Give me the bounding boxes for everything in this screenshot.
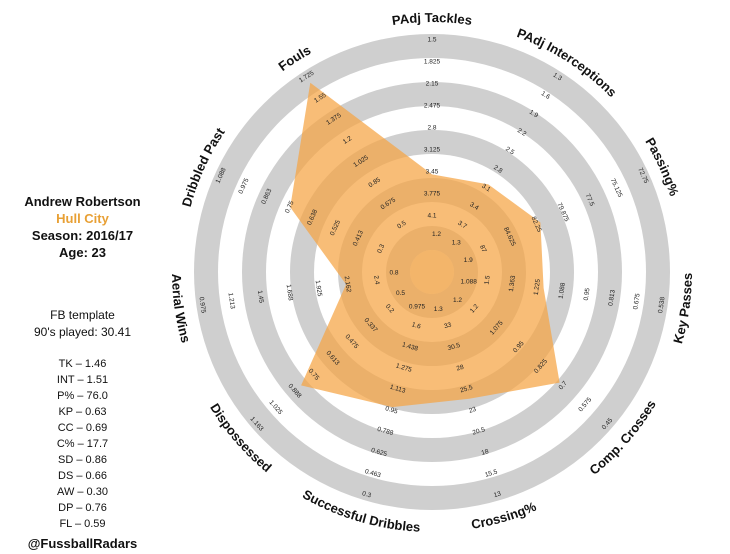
stat-line: KP – 0.63 — [58, 406, 107, 418]
tick-label: 1.688 — [285, 284, 294, 301]
tick-label: 0.463 — [364, 468, 382, 479]
tick-label: 1.9 — [528, 109, 540, 120]
tick-label: 13 — [493, 490, 502, 499]
tick-label: 1.5 — [427, 37, 436, 44]
tick-label: 0.788 — [376, 426, 394, 437]
tick-label: 1.825 — [424, 59, 441, 66]
center-disc — [410, 250, 454, 294]
season: Season: 2016/17 — [31, 228, 134, 243]
stat-line: INT – 1.51 — [56, 374, 109, 386]
credit: @FussballRadars — [27, 536, 138, 551]
tick-label: 0.975 — [409, 304, 426, 311]
tick-label: 1.925 — [314, 280, 323, 297]
tick-label: 0.2 — [384, 303, 395, 315]
tick-label: 1.438 — [401, 341, 419, 352]
stat-line: CC – 0.69 — [57, 422, 108, 434]
tick-label: 25.5 — [459, 384, 473, 394]
tick-label: 1.363 — [508, 275, 517, 292]
tick-label: 0.75 — [284, 199, 296, 214]
tick-label: 0.625 — [370, 447, 388, 458]
tick-label: 1.45 — [256, 290, 265, 304]
stat-line: P% – 76.0 — [57, 390, 108, 402]
tick-label: 0.7 — [558, 380, 569, 392]
tick-label: 1.6 — [411, 321, 422, 330]
stat-line: AW – 0.30 — [57, 486, 108, 498]
tick-label: 1.3 — [552, 72, 564, 83]
tick-label: 20.5 — [472, 426, 486, 436]
tick-label: 3.125 — [424, 147, 441, 154]
tick-label: 1.6 — [540, 90, 552, 101]
tick-label: 77.5 — [584, 193, 596, 208]
tick-label: 2.162 — [343, 276, 352, 293]
tick-label: 1.3 — [452, 239, 461, 246]
tick-label: 2.15 — [426, 81, 439, 88]
tick-label: 15.5 — [484, 468, 498, 478]
tick-label: 18 — [481, 448, 490, 457]
tick-label: 2.4 — [372, 275, 380, 285]
tick-label: 0.675 — [632, 293, 641, 310]
player-name: Andrew Robertson — [24, 194, 141, 209]
tick-label: 1.5 — [484, 275, 492, 285]
tick-label: 4.1 — [427, 213, 436, 220]
stat-line: TK – 1.46 — [58, 358, 107, 370]
tick-label: 3.7 — [456, 220, 468, 231]
tick-label: 1.3 — [434, 306, 443, 313]
tick-label: 3.775 — [424, 191, 441, 198]
tick-label: 1.088 — [461, 279, 478, 286]
tick-label: 33 — [443, 321, 452, 330]
tick-label: 2.2 — [516, 127, 528, 138]
tick-label: 2.475 — [424, 103, 441, 110]
tick-label: 2.8 — [492, 164, 504, 175]
tick-label: 3.1 — [480, 183, 492, 194]
axis-label: PAdj Tackles — [391, 10, 473, 28]
stat-line: FL – 0.59 — [59, 518, 106, 530]
tick-label: 1.2 — [432, 231, 441, 238]
tick-label: 1.225 — [533, 278, 542, 295]
tick-label: 30.5 — [447, 342, 461, 352]
stat-line: DS – 0.66 — [58, 470, 107, 482]
tick-label: 1.213 — [227, 292, 236, 309]
nineties-played: 90's played: 30.41 — [33, 325, 132, 339]
player-value-polygon — [290, 82, 560, 408]
tick-label: 0.5 — [396, 290, 405, 297]
tick-label: 0.3 — [361, 490, 372, 499]
tick-label: 0.95 — [384, 405, 398, 415]
tick-label: 0.3 — [376, 243, 386, 254]
tick-label: 0.975 — [198, 296, 207, 313]
team-name: Hull City — [56, 211, 109, 226]
tick-label: 0.813 — [607, 289, 616, 306]
tick-label: 1.2 — [453, 297, 462, 304]
tick-label: 0.5 — [396, 219, 408, 230]
tick-label: 1.9 — [464, 257, 473, 264]
tick-label: 0.95 — [583, 287, 592, 301]
tick-label: 1.113 — [389, 384, 406, 395]
tick-label: 3.45 — [426, 169, 439, 176]
stat-line: C% – 17.7 — [56, 438, 109, 450]
tick-label: 87 — [478, 244, 488, 254]
tick-label: 1.2 — [342, 135, 354, 146]
axis-label: Aerial Wins — [169, 273, 194, 344]
player-info-panel: Andrew Robertson Hull City Season: 2016/… — [0, 0, 165, 554]
tick-label: 1.088 — [558, 282, 567, 299]
stat-line: SD – 0.86 — [58, 454, 107, 466]
stat-line: DP – 0.76 — [58, 502, 107, 514]
tick-label: 23 — [468, 406, 477, 415]
tick-label: 1.275 — [395, 363, 413, 374]
tick-label: 2.8 — [427, 125, 436, 132]
axis-label: Key Passes — [670, 273, 695, 345]
tick-label: 0.8 — [389, 270, 398, 277]
tick-label: 1.2 — [469, 303, 480, 315]
template-title: FB template — [50, 308, 115, 322]
tick-label: 3.4 — [468, 201, 480, 212]
tick-label: 28 — [456, 364, 465, 373]
tick-label: 0.538 — [657, 296, 666, 313]
tick-label: 2.5 — [504, 146, 516, 157]
age: Age: 23 — [59, 245, 106, 260]
